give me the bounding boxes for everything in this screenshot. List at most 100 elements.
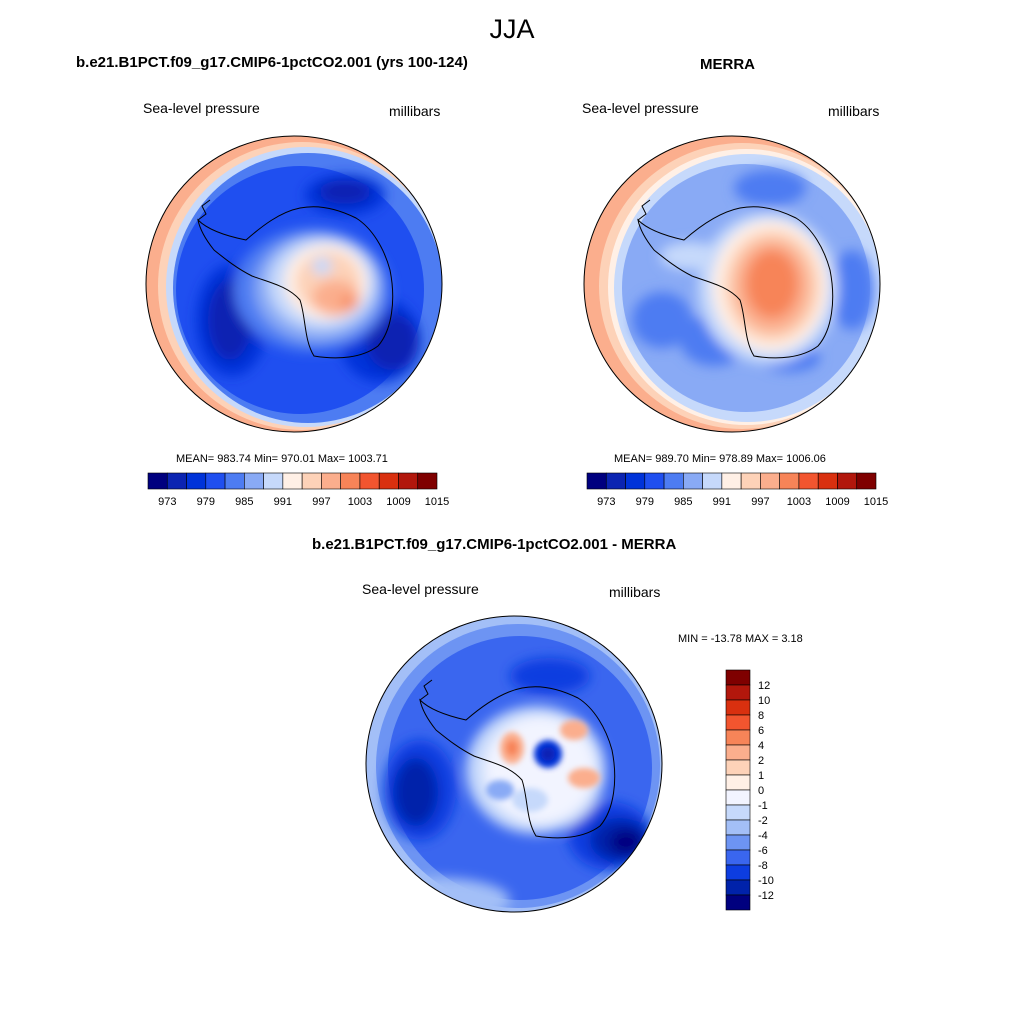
panel-2-colorbar-swatch [760, 472, 780, 490]
panel-1-colorbar-swatch [321, 472, 341, 490]
panel-3-colorbar-swatch [725, 879, 751, 896]
panel-2-colorbar-swatch [625, 472, 646, 490]
panel-1-colorbar-swatch [166, 472, 187, 490]
panel-3-colorbar-swatch [725, 894, 751, 911]
panel-1-map-border [145, 135, 443, 433]
panel-1-colorbar-swatch [301, 472, 322, 490]
panel-1-units-label: millibars [389, 103, 441, 119]
panel-1-colorbar-swatch [186, 472, 207, 490]
panel-3-variable-label: Sea-level pressure [362, 581, 479, 597]
panel-1-colorbar-tick-label: 973 [158, 496, 176, 508]
panel-1-colorbar-swatch [224, 472, 245, 490]
panel-2-colorbar-tick-label: 1009 [825, 496, 849, 508]
panel-2-colorbar-swatch [740, 472, 761, 490]
panel-2-colorbar-swatch [644, 472, 665, 490]
panel-3-colorbar-tick-label: 0 [758, 785, 764, 797]
panel-3-colorbar-tick-label: -2 [758, 815, 768, 827]
panel-3-colorbar-tick-label: 2 [758, 755, 764, 767]
panel-1-variable-label: Sea-level pressure [143, 100, 260, 116]
panel-3-colorbar-swatch [725, 699, 751, 716]
panel-3-colorbar-tick-label: 12 [758, 680, 770, 692]
panel-2-colorbar-swatch [683, 472, 703, 490]
panel-2-colorbar-swatch [798, 472, 819, 490]
panel-3-colorbar-tick-label: 4 [758, 740, 764, 752]
panel-1-colorbar-swatch [263, 472, 284, 490]
panel-1-stats: MEAN= 983.74 Min= 970.01 Max= 1003.71 [176, 453, 388, 465]
panel-2-colorbar-swatch [817, 472, 838, 490]
panel-2-colorbar-tick-label: 985 [674, 496, 692, 508]
panel-3-units-label: millibars [609, 584, 661, 600]
panel-1-map [146, 136, 442, 432]
panel-1-colorbar-swatch [282, 472, 303, 490]
panel-2-colorbar-tick-label: 979 [636, 496, 654, 508]
panel-3-colorbar-swatch [725, 834, 751, 851]
panel-3-colorbar-swatch [725, 714, 751, 731]
panel-1-colorbar-swatch [147, 472, 168, 490]
panel-3-colorbar-swatch [725, 864, 751, 881]
panel-2-colorbar: 973 979 985 991 997 1003 1009 1015 [586, 472, 888, 508]
panel-1-colorbar-tick-label: 985 [235, 496, 253, 508]
panel-1-colorbar-tick-label: 1003 [348, 496, 372, 508]
panel-3-title: b.e21.B1PCT.f09_g17.CMIP6-1pctCO2.001 - … [312, 536, 677, 553]
panel-3-colorbar-tick-label: 8 [758, 710, 764, 722]
panel-3-colorbar-swatch [725, 804, 751, 821]
panel-2-map [584, 136, 880, 432]
panel-2-colorbar-swatch [586, 472, 607, 490]
panel-1-colorbar-swatch [378, 472, 399, 490]
panel-1-colorbar-tick-label: 1009 [386, 496, 410, 508]
panel-2-units-label: millibars [828, 103, 880, 119]
panel-3-map [366, 616, 662, 912]
panel-1-colorbar-tick-label: 997 [312, 496, 330, 508]
panel-3-colorbar-swatch [725, 759, 751, 776]
panel-3-colorbar-tick-label: -12 [758, 890, 774, 902]
panel-3-stats: MIN = -13.78 MAX = 3.18 [678, 633, 803, 645]
panel-2-colorbar-tick-label: 991 [713, 496, 731, 508]
panel-1-title: b.e21.B1PCT.f09_g17.CMIP6-1pctCO2.001 (y… [76, 54, 468, 71]
panel-3-colorbar-swatch [725, 684, 751, 701]
panel-2-colorbar-tick-label: 997 [751, 496, 769, 508]
panel-3-colorbar-tick-label: -4 [758, 830, 768, 842]
panel-3-colorbar-tick-label: 6 [758, 725, 764, 737]
panel-3-colorbar-swatch [725, 774, 751, 791]
panel-1-colorbar-swatch [340, 472, 361, 490]
panel-2-title: MERRA [700, 56, 755, 73]
panel-3-colorbar-tick-label: -10 [758, 875, 774, 887]
panel-1-colorbar: 973 979 985 991 997 1003 1009 1015 [147, 472, 449, 508]
panel-2-map-border [583, 135, 881, 433]
panel-3-colorbar-swatch [725, 789, 751, 806]
panel-3-colorbar-swatch [725, 744, 751, 761]
panel-3-colorbar-tick-label: 10 [758, 695, 770, 707]
panel-1-colorbar-tick-label: 1015 [425, 496, 449, 508]
panel-1-colorbar-swatch [205, 472, 226, 490]
panel-1-colorbar-swatch [359, 472, 380, 490]
panel-3-colorbar-tick-label: -8 [758, 860, 768, 872]
panel-3-map-border [365, 615, 663, 913]
panel-3-colorbar-swatch [725, 729, 751, 746]
figure-title: JJA [489, 14, 535, 44]
panel-1-colorbar-tick-label: 979 [197, 496, 215, 508]
panel-2-colorbar-tick-label: 973 [597, 496, 615, 508]
panel-2-colorbar-swatch [605, 472, 626, 490]
panel-2-colorbar-tick-label: 1003 [787, 496, 811, 508]
panel-2-colorbar-swatch [702, 472, 723, 490]
panel-1-colorbar-swatch [398, 472, 419, 490]
panel-3-colorbar-tick-label: 1 [758, 770, 764, 782]
panel-2-colorbar-swatch [779, 472, 800, 490]
panel-2-colorbar-swatch [663, 472, 684, 490]
panel-2-colorbar-swatch [856, 472, 877, 490]
panel-2-colorbar-tick-label: 1015 [864, 496, 888, 508]
panel-2-stats: MEAN= 989.70 Min= 978.89 Max= 1006.06 [614, 453, 826, 465]
panel-3-colorbar-swatch [725, 849, 751, 866]
panel-2-colorbar-swatch [837, 472, 858, 490]
panel-1-colorbar-swatch [417, 472, 438, 490]
panel-3-colorbar-tick-label: -1 [758, 800, 768, 812]
panel-1-colorbar-tick-label: 991 [274, 496, 292, 508]
panel-3-colorbar-swatch [725, 669, 751, 686]
panel-3-colorbar-tick-label: -6 [758, 845, 768, 857]
panel-2-variable-label: Sea-level pressure [582, 100, 699, 116]
panel-3-colorbar-swatch [725, 819, 751, 836]
panel-1-colorbar-swatch [244, 472, 264, 490]
panel-2-colorbar-swatch [721, 472, 742, 490]
